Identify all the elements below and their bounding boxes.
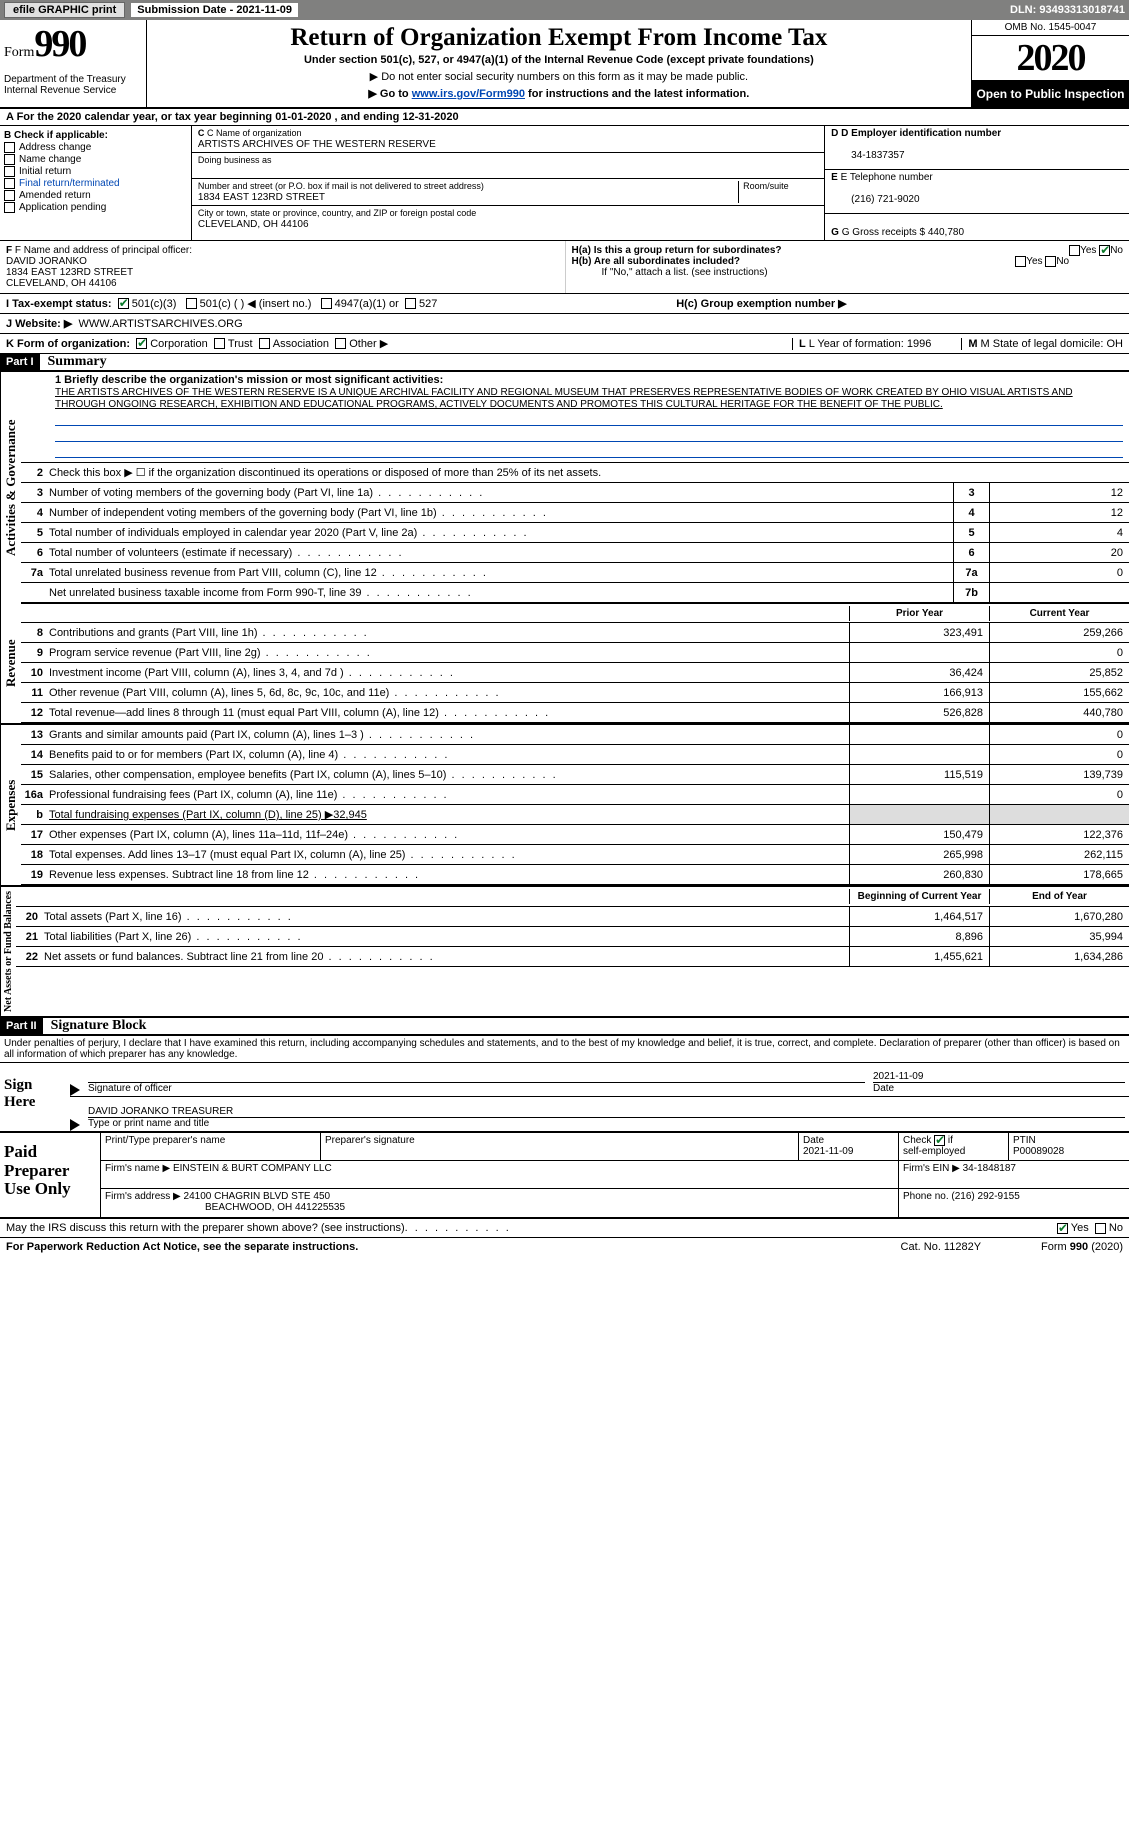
table-row: Net unrelated business taxable income fr… [21, 583, 1129, 603]
side-label-exp: Expenses [0, 725, 21, 885]
discuss-row: May the IRS discuss this return with the… [0, 1219, 1129, 1238]
revenue-section: Revenue Prior YearCurrent Year 8Contribu… [0, 603, 1129, 725]
section-hc: H(c) Group exemption number ▶ [676, 297, 1123, 310]
table-row: 10Investment income (Part VIII, column (… [21, 663, 1129, 683]
arrow-icon [70, 1119, 80, 1131]
table-row: 17Other expenses (Part IX, column (A), l… [21, 825, 1129, 845]
form-number: Form990 [4, 22, 142, 66]
activities-governance: Activities & Governance 1 Briefly descri… [0, 372, 1129, 603]
section-b: B Check if applicable: Address change Na… [0, 126, 192, 240]
table-row: 14Benefits paid to or for members (Part … [21, 745, 1129, 765]
row-i: I Tax-exempt status: 501(c)(3) 501(c) ( … [0, 294, 1129, 314]
net-assets-section: Net Assets or Fund Balances Beginning of… [0, 887, 1129, 1018]
submission-date: Submission Date - 2021-11-09 [131, 3, 298, 17]
form-header: Form990 Department of the Treasury Inter… [0, 20, 1129, 109]
section-c: C C Name of organizationARTISTS ARCHIVES… [192, 126, 824, 240]
paid-preparer-label: Paid Preparer Use Only [0, 1133, 100, 1217]
form-subtitle: Under section 501(c), 527, or 4947(a)(1)… [151, 54, 967, 66]
section-f-h: F F Name and address of principal office… [0, 241, 1129, 294]
table-row: 19Revenue less expenses. Subtract line 1… [21, 865, 1129, 885]
declaration: Under penalties of perjury, I declare th… [0, 1036, 1129, 1063]
table-row: 3Number of voting members of the governi… [21, 483, 1129, 503]
dln: DLN: 93493313018741 [1010, 4, 1125, 16]
irs-link[interactable]: www.irs.gov/Form990 [412, 88, 525, 100]
line-2: 2Check this box ▶ ☐ if the organization … [21, 463, 1129, 483]
table-row: 20Total assets (Part X, line 16)1,464,51… [16, 907, 1129, 927]
side-label-net: Net Assets or Fund Balances [0, 887, 16, 1016]
table-row: 21Total liabilities (Part X, line 26)8,8… [16, 927, 1129, 947]
table-row: 11Other revenue (Part VIII, column (A), … [21, 683, 1129, 703]
dept-label: Department of the Treasury Internal Reve… [4, 74, 142, 96]
side-label-gov: Activities & Governance [0, 372, 21, 603]
table-row: 8Contributions and grants (Part VIII, li… [21, 623, 1129, 643]
footer: For Paperwork Reduction Act Notice, see … [0, 1238, 1129, 1256]
omb-number: OMB No. 1545-0047 [972, 20, 1129, 36]
arrow-icon [70, 1084, 80, 1096]
row-a-tax-year: A For the 2020 calendar year, or tax yea… [0, 109, 1129, 126]
table-row: 12Total revenue—add lines 8 through 11 (… [21, 703, 1129, 723]
table-row: 15Salaries, other compensation, employee… [21, 765, 1129, 785]
top-bar: efile GRAPHIC print Submission Date - 20… [0, 0, 1129, 20]
part-1-header: Part ISummary [0, 354, 1129, 372]
paid-preparer-block: Paid Preparer Use Only Print/Type prepar… [0, 1133, 1129, 1219]
sign-here-block: Sign Here Signature of officer 2021-11-0… [0, 1063, 1129, 1133]
table-row: 13Grants and similar amounts paid (Part … [21, 725, 1129, 745]
table-row: bTotal fundraising expenses (Part IX, co… [21, 805, 1129, 825]
tax-year: 2020 [972, 36, 1129, 81]
section-b-c-d: B Check if applicable: Address change Na… [0, 126, 1129, 241]
sign-here-label: Sign Here [0, 1063, 70, 1131]
table-row: 18Total expenses. Add lines 13–17 (must … [21, 845, 1129, 865]
goto-note: ▶ Go to www.irs.gov/Form990 for instruct… [151, 87, 967, 100]
table-row: 22Net assets or fund balances. Subtract … [16, 947, 1129, 967]
table-row: 7aTotal unrelated business revenue from … [21, 563, 1129, 583]
table-row: 9Program service revenue (Part VIII, lin… [21, 643, 1129, 663]
row-j: J Website: ▶ WWW.ARTISTSARCHIVES.ORG [0, 314, 1129, 334]
table-row: 16aProfessional fundraising fees (Part I… [21, 785, 1129, 805]
section-h: H(a) Is this a group return for subordin… [565, 241, 1129, 293]
section-d-e-g: D D Employer identification number34-183… [824, 126, 1129, 240]
ssn-note: ▶ Do not enter social security numbers o… [151, 70, 967, 83]
form-title: Return of Organization Exempt From Incom… [151, 24, 967, 52]
mission: 1 Briefly describe the organization's mi… [21, 372, 1129, 463]
row-k: K Form of organization: Corporation Trus… [0, 334, 1129, 354]
efile-print-button[interactable]: efile GRAPHIC print [4, 2, 125, 18]
table-row: 5Total number of individuals employed in… [21, 523, 1129, 543]
inspection-label: Open to Public Inspection [972, 81, 1129, 107]
table-row: 4Number of independent voting members of… [21, 503, 1129, 523]
table-row: 6Total number of volunteers (estimate if… [21, 543, 1129, 563]
side-label-rev: Revenue [0, 603, 21, 723]
expenses-section: Expenses 13Grants and similar amounts pa… [0, 725, 1129, 887]
part-2-header: Part IISignature Block [0, 1018, 1129, 1036]
section-f: F F Name and address of principal office… [0, 241, 565, 293]
